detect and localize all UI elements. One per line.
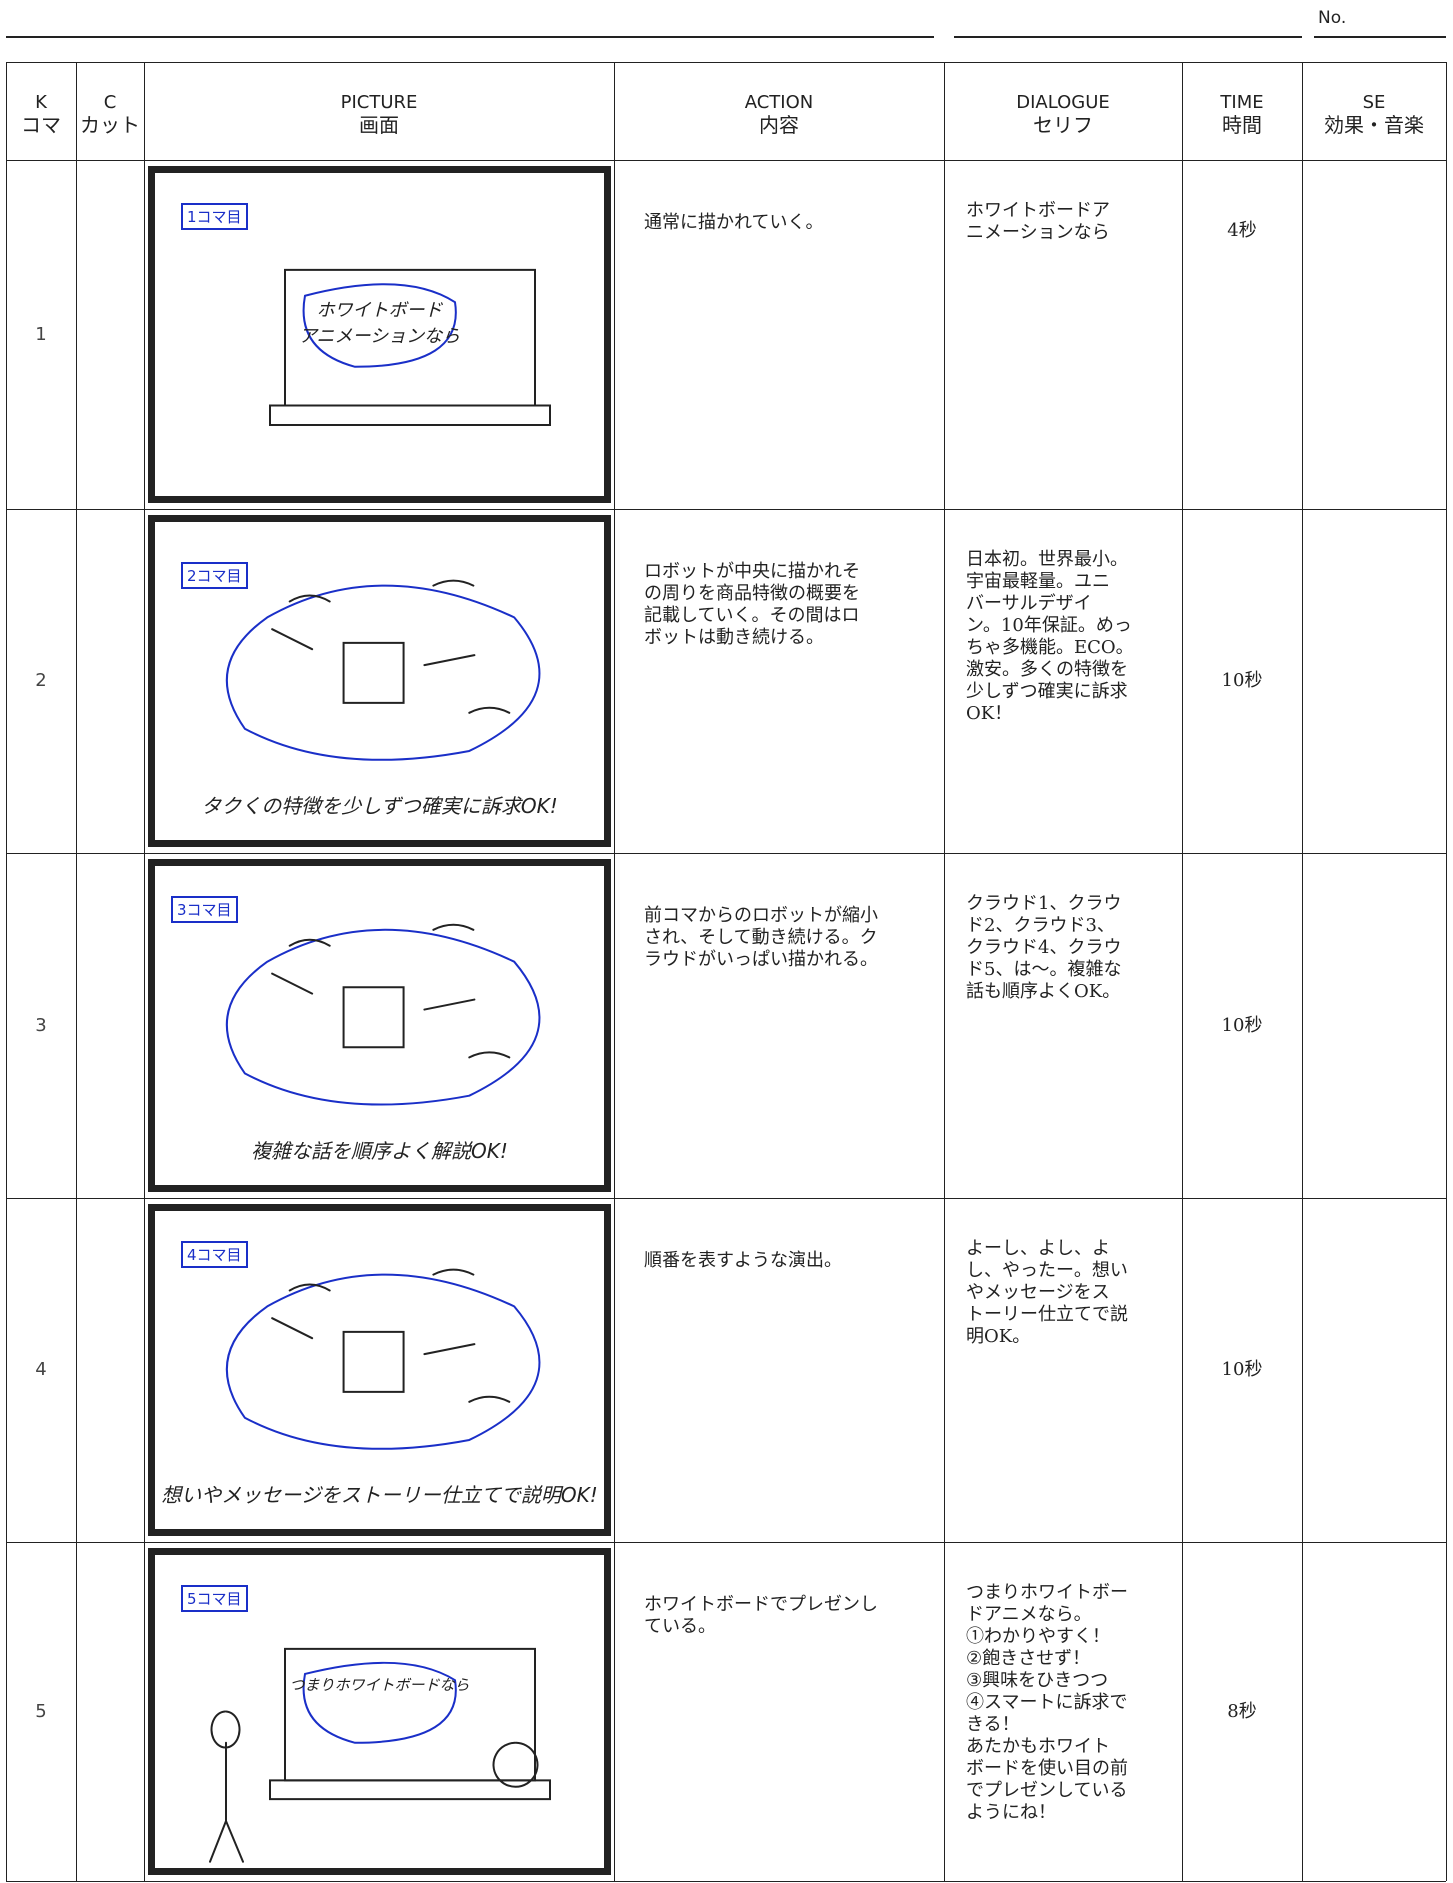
picture-frame: 5コマ目つまりホワイトボードなら [148,1548,611,1875]
picture-frame: 1コマ目ホワイトボード アニメーションなら [148,166,611,503]
frame-label: 1コマ目 [181,203,248,230]
action-text: ホワイトボードでプレゼンし ている。 [644,1594,878,1637]
sketch-caption: タクくの特徴を少しずつ確実に訴求OK! [201,794,558,818]
time-text: 4秒 [1227,220,1257,241]
top-line [1314,36,1446,38]
koma-number: 5 [35,1700,47,1722]
column-header-ja: セリフ [1033,113,1093,137]
time-text: 8秒 [1227,1700,1257,1722]
no-label: No. [1318,8,1347,28]
sketch-caption: 複雑な話を順序よく解説OK! [251,1139,508,1163]
table-border [6,62,1446,63]
sketch-stroke [271,972,476,1049]
sketch [225,579,541,761]
column-header-en: SE [1362,92,1386,113]
sketch-stroke [269,1779,551,1801]
koma-number: 3 [35,1014,47,1036]
column-header-en: DIALOGUE [1016,92,1110,113]
sketch-stroke [225,1273,541,1450]
frame-label: 2コマ目 [181,562,248,589]
time-text: 10秒 [1221,1014,1263,1036]
table-border [6,1881,1446,1882]
picture-frame: 4コマ目想いやメッセージをストーリー仕立てで説明OK! [148,1204,611,1536]
sketch [209,1647,551,1863]
sketch [269,268,551,426]
table-border [76,62,77,1881]
column-header-ja: 時間 [1222,113,1262,137]
table-border [6,1198,1446,1199]
table-border [944,62,945,1881]
sketch-stroke [271,628,476,704]
koma-number: 1 [35,323,47,345]
table-border [6,853,1446,854]
column-header-ja: コマ [21,113,61,137]
sketch [225,1268,541,1450]
table-border [6,62,7,1881]
sketch-stroke [225,584,541,761]
picture-frame: 3コマ目複雑な話を順序よく解説OK! [148,859,611,1192]
sketch [225,923,541,1106]
dialogue-text: 日本初。世界最小。 宇宙最軽量。ユニ バーサルデザイ ン。10年保証。めっ ちゃ… [966,549,1134,724]
dialogue-text: よーし、よし、よ し、やったー。想い やメッセージをス トーリー仕立てで説 明O… [966,1238,1128,1347]
column-header-en: C [103,92,117,113]
column-header-en: K [35,92,47,113]
dialogue-text: つまりホワイトボー ドアニメなら。 ①わかりやすく！ ②飽きさせず！ ③興味をひ… [966,1582,1128,1823]
top-line [6,36,934,38]
dialogue-text: クラウド1、クラウ ド2、クラウド3、 クラウド4、クラウ ド5、は～。複雑な … [966,893,1122,1002]
koma-number: 4 [35,1359,47,1380]
koma-number: 2 [35,670,47,691]
sketch-stroke [288,923,511,1059]
sketch-caption: 想いやメッセージをストーリー仕立てで説明OK! [161,1483,598,1507]
column-header-en: TIME [1220,92,1264,113]
table-border [144,62,145,1881]
sketch-stroke [225,928,541,1106]
action-text: 通常に描かれていく。 [644,212,824,233]
table-border [614,62,615,1881]
table-border [6,509,1446,510]
sketch-stroke [269,404,551,426]
sketch-stroke [288,1268,511,1403]
sketch-caption: つまりホワイトボードなら [289,1675,470,1694]
table-border [1302,62,1303,1881]
column-header-en: ACTION [744,92,814,113]
frame-label: 3コマ目 [171,896,238,923]
sketch-stroke [288,579,511,714]
table-border [6,160,1446,161]
top-line [954,36,1302,38]
column-header-en: PICTURE [340,92,418,113]
action-text: 前コマからのロボットが縮小 され、そして動き続ける。ク ラウドがいっぱい描かれる… [644,905,878,970]
action-text: 順番を表すような演出。 [644,1250,842,1271]
time-text: 10秒 [1221,1359,1263,1380]
column-header-ja: 効果・音楽 [1324,113,1424,137]
picture-frame: 2コマ目タクくの特徴を少しずつ確実に訴求OK! [148,515,611,847]
frame-label: 4コマ目 [181,1241,248,1268]
dialogue-text: ホワイトボードア ニメーションなら [966,200,1110,243]
sketch-stroke [284,1647,536,1782]
sketch-stroke [302,1661,457,1744]
sketch-stroke [492,1741,539,1788]
table-border [6,1542,1446,1543]
sketch-stroke [302,283,457,368]
column-header-ja: 内容 [759,113,799,137]
sketch-stroke [271,1317,476,1393]
frame-label: 5コマ目 [181,1585,248,1612]
time-text: 10秒 [1221,670,1263,691]
action-text: ロボットが中央に描かれそ の周りを商品特徴の概要を 記載していく。その間はロ ボ… [644,561,860,648]
sketch-caption: ホワイトボード アニメーションなら [298,299,461,347]
table-border [1446,62,1447,1881]
column-header-ja: カット [80,113,140,137]
table-border [1182,62,1183,1881]
column-header-ja: 画面 [359,113,399,137]
sketch-stroke [209,1710,244,1863]
